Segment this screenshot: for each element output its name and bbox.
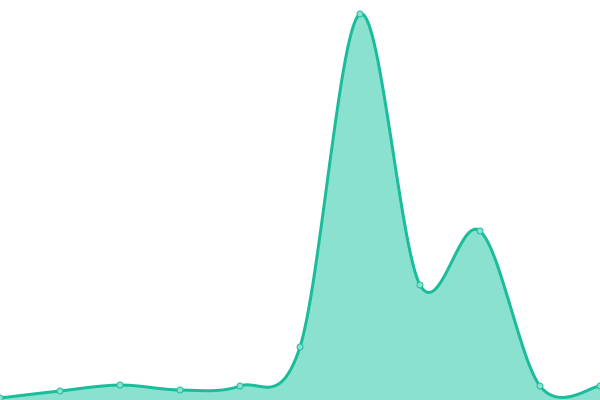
data-point-10	[596, 382, 600, 390]
data-point-8	[476, 227, 484, 235]
data-point-7	[416, 281, 424, 289]
data-point-1	[56, 387, 64, 395]
data-point-9	[536, 382, 544, 390]
data-point-4	[236, 382, 244, 390]
series-line	[0, 12, 600, 400]
data-point-3	[176, 386, 184, 394]
data-point-0	[0, 394, 4, 400]
data-point-5	[296, 343, 304, 351]
area-fill	[0, 13, 600, 400]
data-point-6	[356, 10, 364, 18]
data-markers	[0, 10, 600, 400]
data-point-2	[116, 381, 124, 389]
